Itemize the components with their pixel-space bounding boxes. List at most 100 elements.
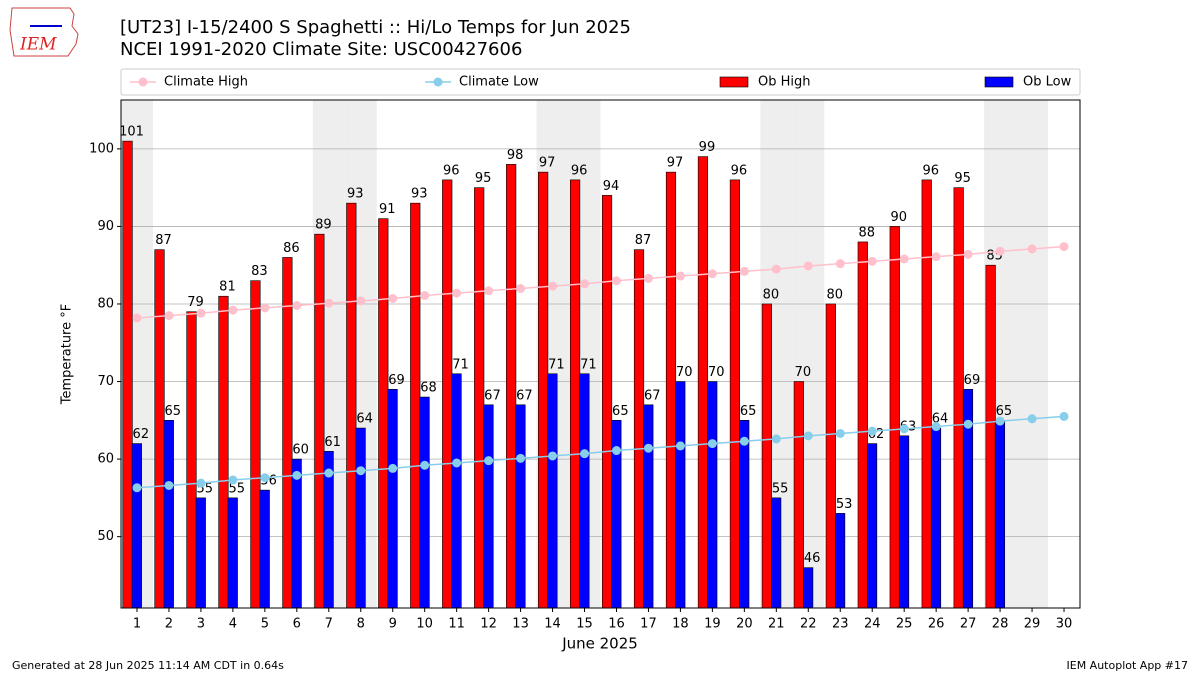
bar bbox=[985, 264, 996, 609]
bar bbox=[633, 249, 645, 609]
y-axis-label: Temperature °F bbox=[60, 304, 75, 405]
line-marker bbox=[931, 252, 941, 262]
bar bbox=[515, 404, 526, 609]
bar bbox=[569, 179, 581, 609]
x-tick-label: 4 bbox=[229, 617, 237, 632]
bar bbox=[739, 420, 750, 609]
bar bbox=[506, 164, 517, 609]
data-label: 94 bbox=[603, 179, 620, 194]
y-tick-label: 100 bbox=[89, 141, 114, 156]
legend-label: Ob High bbox=[758, 75, 811, 90]
data-label: 65 bbox=[740, 404, 757, 419]
line bbox=[136, 245, 1065, 319]
line-marker bbox=[388, 294, 398, 304]
line-marker bbox=[803, 261, 813, 271]
data-label: 70 bbox=[708, 365, 725, 380]
line-marker bbox=[643, 443, 653, 453]
line-marker bbox=[388, 463, 398, 473]
line-marker bbox=[867, 426, 877, 436]
data-label: 97 bbox=[667, 156, 684, 171]
bar bbox=[282, 257, 293, 609]
line-marker bbox=[260, 303, 270, 313]
line-marker bbox=[899, 254, 909, 264]
data-label: 69 bbox=[388, 373, 405, 388]
bar bbox=[866, 443, 878, 609]
data-label: 69 bbox=[964, 373, 981, 388]
x-tick-label: 7 bbox=[325, 617, 333, 632]
data-label: 79 bbox=[187, 295, 204, 310]
x-tick-label: 5 bbox=[261, 617, 269, 632]
data-label: 67 bbox=[644, 388, 661, 403]
data-label: 86 bbox=[283, 241, 300, 256]
bar bbox=[729, 179, 741, 609]
line-marker bbox=[580, 279, 590, 289]
line-marker bbox=[867, 256, 877, 266]
y-tick-label: 80 bbox=[97, 296, 114, 311]
bar bbox=[921, 179, 932, 609]
x-tick-label: 27 bbox=[960, 617, 977, 632]
y-tick-label: 90 bbox=[97, 219, 114, 234]
bar bbox=[697, 156, 709, 609]
data-label: 67 bbox=[516, 388, 533, 403]
chart-title: [UT23] I-15/2400 S Spaghetti :: Hi/Lo Te… bbox=[120, 17, 631, 38]
legend-marker bbox=[138, 77, 148, 87]
data-label: 101 bbox=[119, 125, 144, 140]
data-label: 61 bbox=[324, 435, 341, 450]
x-tick-label: 14 bbox=[544, 617, 561, 632]
y-tick-label: 50 bbox=[97, 529, 114, 544]
bar bbox=[930, 427, 942, 609]
x-tick-label: 8 bbox=[357, 617, 365, 632]
legend-box bbox=[120, 68, 1081, 96]
line-marker bbox=[196, 308, 206, 318]
data-label: 95 bbox=[954, 171, 971, 186]
bar bbox=[825, 303, 836, 609]
bar bbox=[601, 195, 613, 609]
line-marker bbox=[995, 416, 1005, 426]
line-marker bbox=[452, 458, 462, 468]
line-marker bbox=[548, 451, 558, 461]
line-marker bbox=[516, 453, 526, 463]
data-label: 98 bbox=[507, 148, 524, 163]
data-label: 55 bbox=[772, 481, 789, 496]
line-marker bbox=[164, 480, 174, 490]
line-marker bbox=[771, 434, 781, 444]
x-tick-label: 28 bbox=[992, 617, 1009, 632]
bar bbox=[378, 218, 389, 609]
x-tick-label: 19 bbox=[704, 617, 721, 632]
line-marker bbox=[484, 456, 494, 466]
plot-frame bbox=[120, 99, 1081, 609]
data-label: 80 bbox=[827, 287, 844, 302]
line-marker bbox=[675, 441, 685, 451]
y-tick-label: 70 bbox=[97, 374, 114, 389]
bar bbox=[195, 497, 206, 609]
data-label: 93 bbox=[347, 187, 364, 202]
bar bbox=[291, 458, 302, 609]
line-marker bbox=[803, 431, 813, 441]
bar bbox=[218, 295, 229, 609]
footer-right: IEM Autoplot App #17 bbox=[1067, 659, 1189, 672]
data-label: 97 bbox=[539, 156, 556, 171]
x-tick-label: 3 bbox=[197, 617, 205, 632]
line-marker bbox=[260, 473, 270, 483]
x-tick-label: 30 bbox=[1056, 617, 1073, 632]
data-label: 71 bbox=[452, 357, 469, 372]
bar bbox=[186, 311, 197, 609]
line-marker bbox=[420, 460, 430, 470]
x-tick-label: 13 bbox=[512, 617, 529, 632]
line-marker bbox=[1059, 242, 1069, 252]
bar bbox=[707, 381, 718, 609]
data-label: 60 bbox=[292, 443, 309, 458]
bar bbox=[898, 435, 910, 609]
line-marker bbox=[1027, 244, 1037, 254]
line-marker bbox=[835, 428, 845, 438]
data-label: 65 bbox=[612, 404, 629, 419]
line-marker bbox=[675, 271, 685, 281]
data-label: 87 bbox=[635, 233, 652, 248]
line-marker bbox=[132, 313, 142, 323]
line-marker bbox=[611, 276, 621, 286]
x-tick-label: 21 bbox=[768, 617, 785, 632]
bar bbox=[154, 249, 165, 609]
data-label: 83 bbox=[251, 264, 268, 279]
